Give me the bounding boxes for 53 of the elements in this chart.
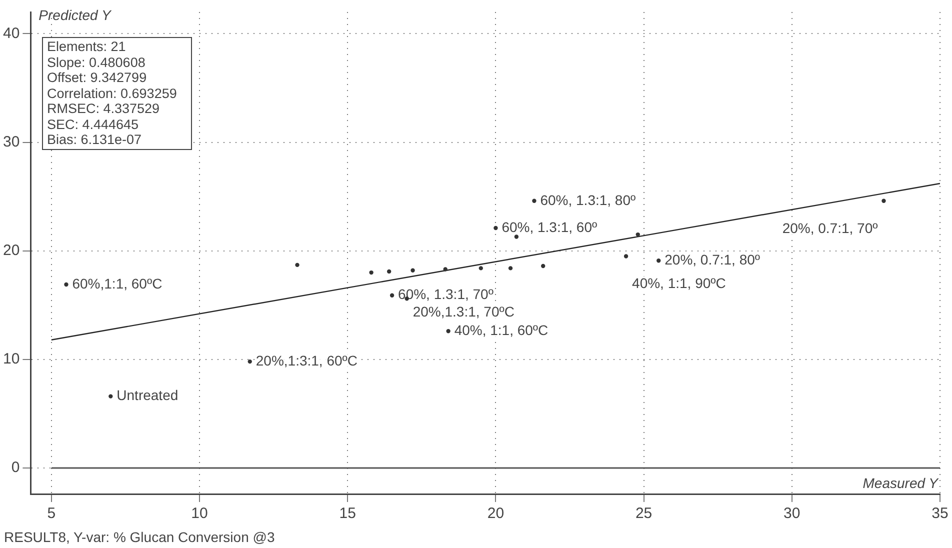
x-tick-label: 10 bbox=[191, 505, 208, 522]
point bbox=[636, 232, 640, 237]
point bbox=[478, 266, 483, 270]
annotation: 60%, 1.3:1, 60º bbox=[502, 218, 598, 235]
point bbox=[108, 394, 113, 398]
point bbox=[248, 359, 252, 364]
x-axis-title: Measured Y bbox=[862, 475, 940, 491]
x-tick-label: 15 bbox=[339, 505, 356, 522]
point bbox=[656, 258, 661, 263]
y-tick-label: 40 bbox=[2, 24, 20, 42]
x-tick-label: 25 bbox=[635, 505, 652, 522]
point bbox=[410, 268, 415, 272]
annotation: Untreated bbox=[116, 387, 178, 404]
text: RESULT8, Y-var: % Glucan Conversion @3 bbox=[4, 529, 275, 545]
annotation: 20%, 0.7:1, 80º bbox=[664, 251, 760, 268]
annotation: SEC: 4.444645 bbox=[47, 116, 140, 132]
x-tick-label: 30 bbox=[784, 505, 800, 522]
annotation: 20%,1:3:1, 60ºC bbox=[256, 352, 358, 368]
x-tick-label: 35 bbox=[932, 505, 948, 522]
point bbox=[386, 269, 392, 274]
point bbox=[532, 198, 536, 203]
annotation: Slope: 0.480608 bbox=[47, 54, 146, 70]
x-tick-label: 5 bbox=[47, 505, 56, 522]
y-tick-label: 10 bbox=[2, 350, 20, 368]
x-tick-label: 20 bbox=[487, 505, 504, 522]
point bbox=[390, 293, 394, 298]
point bbox=[514, 234, 519, 239]
annotation: 60%, 1.3:1, 80º bbox=[540, 192, 636, 208]
point bbox=[541, 264, 546, 268]
point bbox=[443, 267, 448, 272]
annotation: 40%, 1:1, 60ºC bbox=[454, 322, 548, 338]
point bbox=[446, 329, 450, 334]
annotation: Correlation: 0.693259 bbox=[47, 86, 178, 101]
annotation: 20%,1.3:1, 70ºC bbox=[412, 303, 514, 320]
annotation: 20%, 0.7:1, 70º bbox=[782, 220, 878, 236]
annotation: Elements: 21 bbox=[47, 39, 127, 54]
point bbox=[882, 198, 886, 203]
y-axis-title: Predicted Y bbox=[38, 7, 112, 23]
y-tick-label: 0 bbox=[11, 459, 20, 476]
annotation: 40%, 1:1, 90ºC bbox=[632, 275, 726, 292]
y-tick-label: 20 bbox=[2, 242, 20, 259]
y-tick-label: 30 bbox=[2, 133, 20, 150]
annotation: 60%, 1.3:1, 70º bbox=[398, 286, 494, 302]
annotation: Bias: 6.131e-07 bbox=[47, 132, 143, 148]
point bbox=[64, 282, 68, 287]
point bbox=[494, 226, 498, 230]
annotation: Offset: 9.342799 bbox=[47, 70, 148, 86]
point bbox=[295, 262, 300, 268]
point bbox=[369, 270, 374, 275]
annotation: 60%,1:1, 60ºC bbox=[72, 275, 162, 292]
point bbox=[624, 254, 628, 258]
annotation: RMSEC: 4.337529 bbox=[47, 101, 161, 116]
point bbox=[508, 266, 513, 270]
